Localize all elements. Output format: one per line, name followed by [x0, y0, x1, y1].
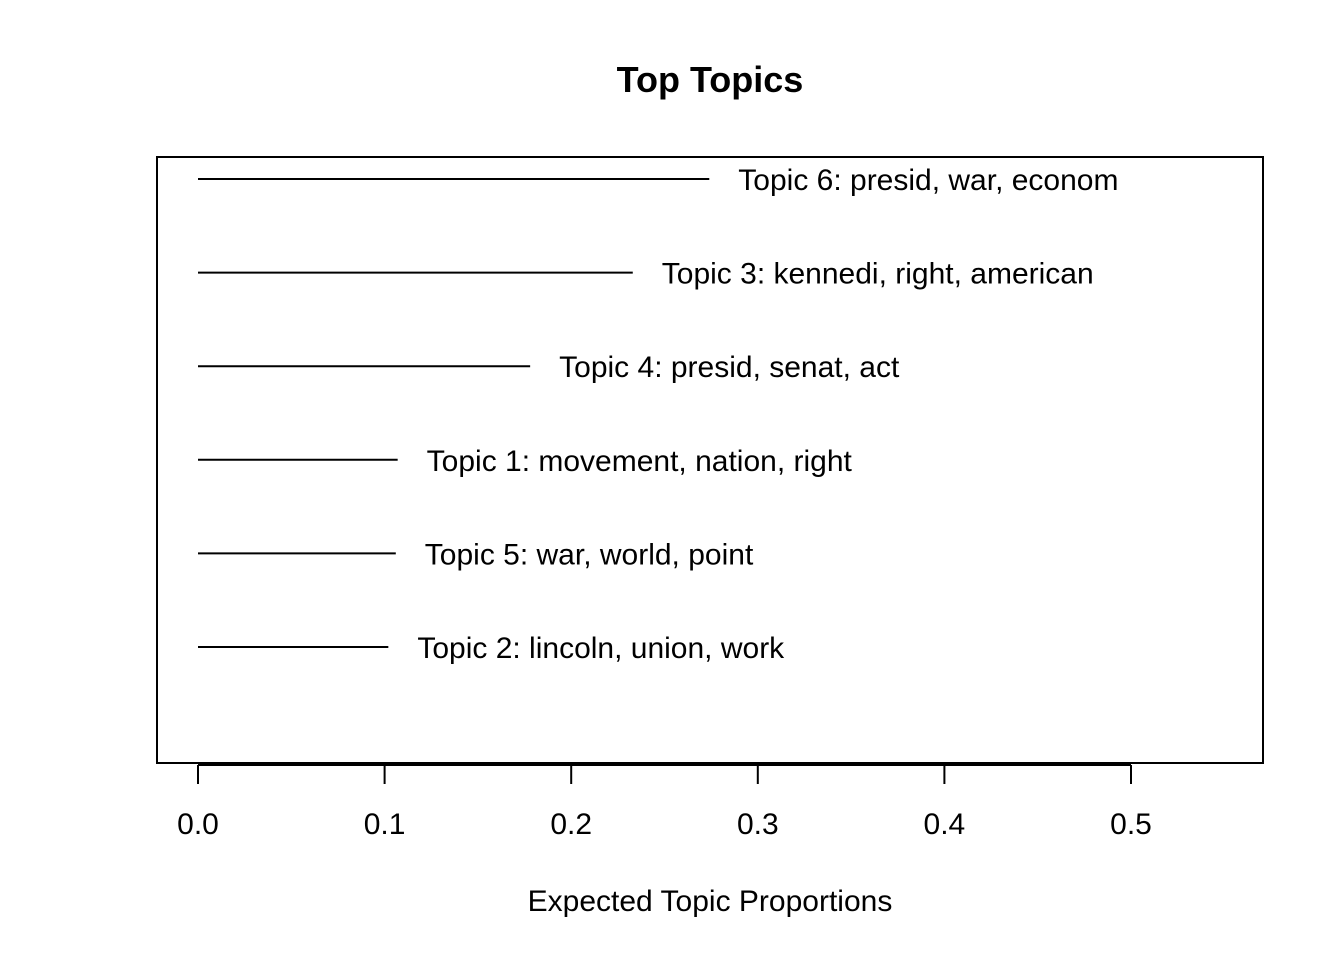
bar-label: Topic 5: war, world, point — [425, 538, 754, 571]
chart-title: Top Topics — [617, 59, 804, 100]
bar-label: Topic 4: presid, senat, act — [559, 351, 900, 384]
x-axis-ticks: 0.0 0.1 0.2 0.3 0.4 0.5 — [177, 765, 1152, 841]
bar-label: Topic 6: presid, war, econom — [738, 164, 1118, 197]
x-tick-label: 0.1 — [364, 808, 406, 841]
plot-frame — [156, 156, 1264, 764]
x-tick-label: 0.0 — [177, 808, 219, 841]
x-tick-label: 0.5 — [1110, 808, 1152, 841]
bars-layer: Topic 6: presid, war, econom Topic 3: ken… — [198, 164, 1118, 665]
x-tick-label: 0.3 — [737, 808, 779, 841]
bar-label: Topic 2: lincoln, union, work — [417, 632, 785, 665]
x-axis-label: Expected Topic Proportions — [528, 885, 893, 918]
x-tick-label: 0.4 — [924, 808, 966, 841]
bar-label: Topic 1: movement, nation, right — [427, 445, 853, 478]
bar-label: Topic 3: kennedi, right, american — [662, 258, 1094, 291]
x-tick-label: 0.2 — [550, 808, 592, 841]
